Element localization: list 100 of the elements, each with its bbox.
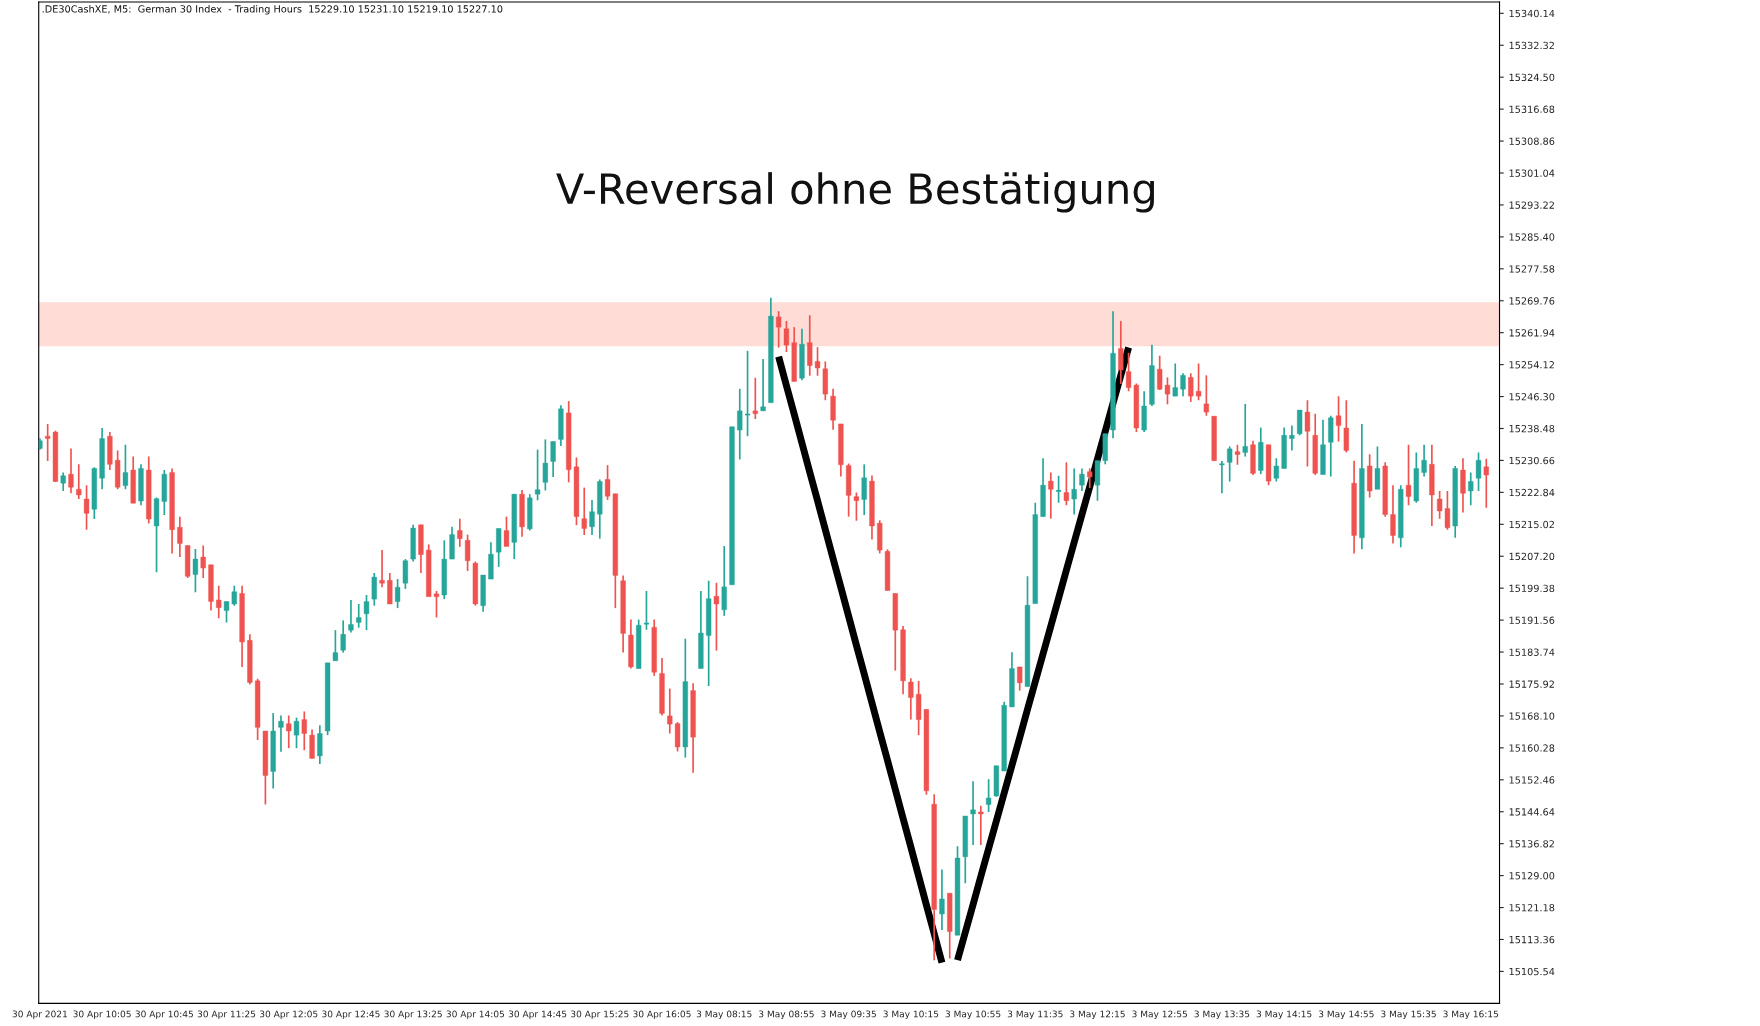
y-tick-label: 15246.30 <box>1509 393 1555 401</box>
y-tick-label: 15160.28 <box>1509 744 1555 752</box>
candlestick <box>1483 457 1489 509</box>
candlestick <box>1203 374 1209 417</box>
y-tick-label: 15121.18 <box>1509 904 1555 912</box>
candlestick <box>1118 320 1124 385</box>
candlestick <box>1468 471 1474 507</box>
y-tick-label: 15301.04 <box>1509 169 1555 177</box>
y-tick-label: 15199.38 <box>1509 584 1555 593</box>
candlestick <box>908 677 914 721</box>
y-tick-label: 15105.54 <box>1509 967 1555 976</box>
y-tick-label: 15144.64 <box>1509 808 1555 816</box>
candlestick <box>177 515 183 558</box>
candlestick <box>503 515 510 548</box>
text: V-Reversal ohne Bestätigung <box>556 172 1154 213</box>
y-tick-label: 15113.36 <box>1509 935 1555 944</box>
y-tick-label: 15261.94 <box>1509 329 1555 337</box>
x-tick-label: 30 Apr 14:45 <box>508 1010 567 1020</box>
candlestick <box>939 868 945 931</box>
y-tick-label: 15269.76 <box>1509 297 1555 305</box>
x-tick-label: 3 May 09:35 <box>821 1010 876 1020</box>
y-tick-label: 15215.02 <box>1509 520 1554 529</box>
candlestick <box>402 558 408 590</box>
candlestick <box>1297 409 1303 437</box>
x-tick-label: 3 May 13:35 <box>1194 1010 1250 1020</box>
y-tick-label: 15168.10 <box>1509 712 1555 720</box>
candlestick <box>363 594 370 631</box>
candlestick <box>1273 457 1279 483</box>
x-tick-label: 30 Apr 14:05 <box>446 1010 505 1020</box>
x-tick-label: 3 May 15:35 <box>1381 1010 1436 1020</box>
candlestick <box>1374 445 1381 491</box>
x-tick-label: 30 Apr 16:05 <box>633 1010 691 1020</box>
candlestick <box>1048 471 1054 520</box>
x-tick-label: 30 Apr 2021 <box>12 1010 67 1020</box>
x-tick-label: 3 May 16:15 <box>1443 1010 1499 1020</box>
x-tick-label: 30 Apr 13:25 <box>384 1010 442 1020</box>
candlestick <box>1017 666 1023 692</box>
candlestick <box>1172 362 1178 397</box>
candlestick <box>1421 443 1427 478</box>
candlestick <box>1227 445 1233 483</box>
y-tick-label: 15238.48 <box>1509 424 1555 433</box>
y-tick-label: 15324.50 <box>1509 73 1555 82</box>
candlestick <box>1071 467 1077 516</box>
candlestick <box>1242 403 1248 458</box>
x-tick-label: 3 May 14:15 <box>1256 1010 1312 1020</box>
candlestick <box>978 804 984 846</box>
candlestick <box>60 471 66 492</box>
candlestick <box>853 491 860 522</box>
candlestick <box>550 440 556 478</box>
candlestick <box>589 499 595 536</box>
y-tick-label: 15183.74 <box>1509 648 1555 656</box>
candlestick <box>293 716 300 750</box>
candlestick <box>216 584 222 620</box>
candlestick <box>760 358 766 412</box>
candlestick <box>1405 443 1412 507</box>
candlestick <box>317 724 323 765</box>
y-tick-label: 15316.68 <box>1509 105 1555 113</box>
y-tick-label: 15332.32 <box>1509 41 1554 50</box>
y-tick-label: 15293.22 <box>1509 201 1554 209</box>
candlestick <box>200 544 206 579</box>
candlestick <box>985 778 992 813</box>
candlestick <box>1180 372 1186 397</box>
candlestick <box>356 603 362 629</box>
candlestick <box>861 463 867 516</box>
candlestick <box>394 578 401 609</box>
candlestick <box>1343 399 1349 454</box>
candlestick <box>752 376 758 420</box>
candlestick <box>332 629 339 662</box>
candlestick <box>457 517 463 548</box>
candlestick <box>581 486 587 536</box>
candlestick <box>192 548 199 594</box>
x-tick-label: 3 May 11:35 <box>1007 1010 1063 1020</box>
candlestick <box>1289 424 1295 452</box>
candlestick <box>713 581 720 652</box>
x-tick-label: 3 May 12:15 <box>1070 1010 1125 1020</box>
candlestick <box>1460 457 1466 514</box>
candlestick <box>534 448 541 502</box>
candlestick <box>1055 474 1062 504</box>
x-tick-label: 30 Apr 12:05 <box>259 1010 318 1020</box>
candlestick <box>340 619 346 654</box>
candlestick <box>379 549 385 589</box>
x-tick-label: 3 May 10:55 <box>945 1010 1001 1020</box>
candlestick <box>309 728 315 760</box>
x-tick-label: 3 May 08:55 <box>759 1010 814 1020</box>
candlestick <box>122 443 129 491</box>
x-tick-label: 3 May 12:55 <box>1132 1010 1187 1020</box>
y-tick-label: 15340.14 <box>1509 9 1555 18</box>
candlestick <box>776 310 782 349</box>
x-tick-label: 30 Apr 10:45 <box>135 1010 193 1020</box>
chart-subtitle: .DE30CashXE, M5: German 30 Index - Trading Hours 15229.10 15231.10 15219.10 15227.10 <box>42 5 503 15</box>
y-tick-label: 15254.12 <box>1509 361 1554 369</box>
candlestick <box>1079 467 1085 492</box>
candlestick <box>1087 467 1093 489</box>
candlestick <box>1390 484 1396 545</box>
y-tick-label: 15207.20 <box>1509 552 1555 561</box>
candlestick <box>1335 395 1342 443</box>
candlestick <box>783 320 790 353</box>
candlestick <box>1063 461 1069 507</box>
candlestick <box>301 710 307 752</box>
y-tick-label: 15222.84 <box>1509 488 1555 497</box>
